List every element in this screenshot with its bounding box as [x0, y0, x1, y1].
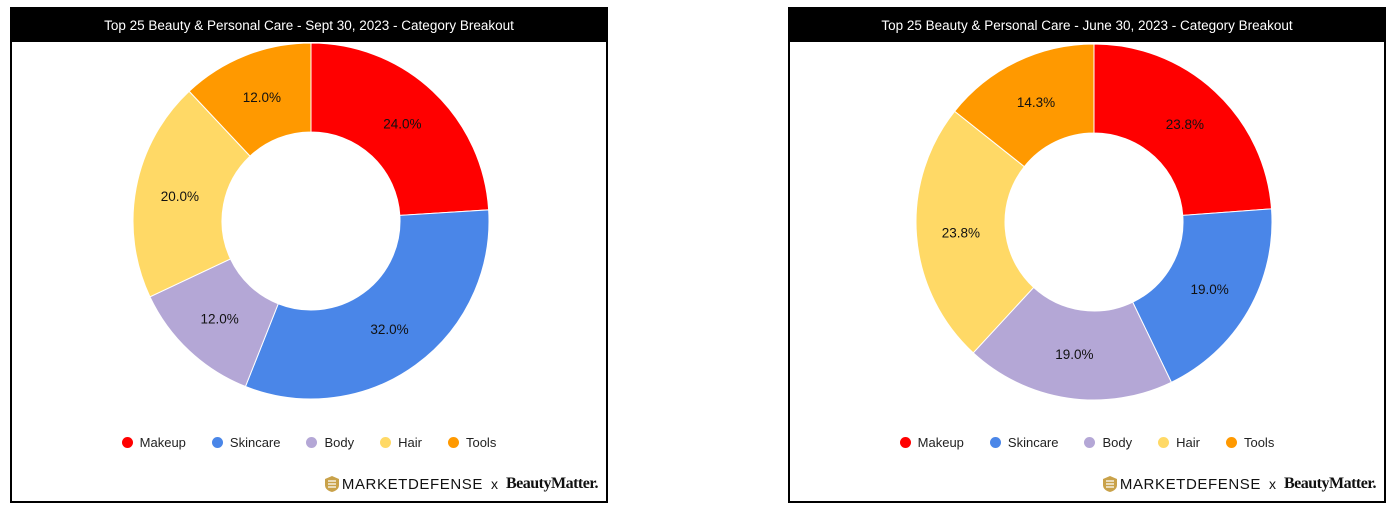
legend-swatch — [1084, 437, 1096, 448]
legend-label: Makeup — [139, 435, 186, 450]
legend-swatch — [989, 437, 1001, 448]
slice-label-makeup: 24.0% — [383, 117, 421, 132]
chart-legend: Makeup Skincare Body Hair Tools — [790, 435, 1384, 450]
legend-label: Hair — [1176, 435, 1200, 450]
legend-item-body: Body — [1084, 435, 1132, 450]
legend-swatch — [1225, 437, 1237, 448]
legend-item-tools: Tools — [447, 435, 497, 450]
beautymatter-wordmark: BeautyMatter. — [1284, 475, 1377, 492]
slice-label-skincare: 32.0% — [370, 322, 408, 337]
donut-chart-june: 23.8% 19.0% 19.0% 23.8% 14.3% — [915, 43, 1273, 401]
slice-skincare — [1132, 208, 1273, 383]
legend-item-makeup: Makeup — [121, 435, 186, 450]
marketdefense-logo-icon — [324, 476, 339, 492]
legend-item-hair: Hair — [1158, 435, 1200, 450]
legend-swatch — [447, 437, 459, 448]
legend-swatch — [211, 437, 223, 448]
slice-tools — [188, 42, 312, 157]
branding-footer: MARKETDEFENSE x BeautyMatter. — [1102, 475, 1377, 493]
legend-swatch — [1158, 437, 1170, 448]
marketdefense-wordmark: MARKETDEFENSE — [341, 475, 483, 493]
slice-label-tools: 12.0% — [243, 90, 281, 105]
legend-label: Body — [1102, 435, 1133, 450]
legend-item-hair: Hair — [380, 435, 422, 450]
legend-label: Body — [324, 435, 355, 450]
slice-label-skincare: 19.0% — [1190, 282, 1228, 297]
legend-item-skincare: Skincare — [989, 435, 1059, 450]
beautymatter-wordmark: BeautyMatter. — [506, 475, 599, 492]
legend-swatch — [380, 437, 392, 448]
legend-label: Skincare — [1007, 435, 1059, 450]
chart-title: Top 25 Beauty & Personal Care - June 30,… — [790, 9, 1384, 42]
legend-item-makeup: Makeup — [899, 435, 964, 450]
marketdefense-wordmark: MARKETDEFENSE — [1119, 475, 1261, 493]
slice-skincare — [244, 209, 490, 400]
slice-label-body: 12.0% — [200, 311, 238, 326]
slice-label-body: 19.0% — [1055, 347, 1093, 362]
slice-makeup — [310, 42, 490, 216]
legend-label: Makeup — [917, 435, 964, 450]
chart-legend: Makeup Skincare Body Hair Tools — [12, 435, 606, 450]
legend-item-body: Body — [306, 435, 354, 450]
slice-makeup — [1093, 43, 1273, 216]
legend-label: Hair — [398, 435, 422, 450]
legend-label: Tools — [1243, 435, 1275, 450]
slice-label-makeup: 23.8% — [1166, 117, 1204, 132]
slice-label-hair: 20.0% — [161, 189, 199, 204]
chart-title: Top 25 Beauty & Personal Care - Sept 30,… — [12, 9, 606, 42]
slice-label-tools: 14.3% — [1017, 95, 1055, 110]
legend-item-tools: Tools — [1225, 435, 1275, 450]
legend-swatch — [121, 437, 133, 448]
slice-hair — [915, 110, 1035, 354]
slice-hair — [132, 90, 251, 298]
legend-label: Tools — [465, 435, 497, 450]
brand-separator: x — [491, 476, 498, 492]
legend-label: Skincare — [229, 435, 281, 450]
brand-separator: x — [1269, 476, 1276, 492]
legend-swatch — [899, 437, 911, 448]
legend-item-skincare: Skincare — [211, 435, 281, 450]
chart-panel-june: Top 25 Beauty & Personal Care - June 30,… — [788, 7, 1386, 503]
marketdefense-logo-icon — [1102, 476, 1117, 492]
slice-body — [972, 286, 1173, 401]
legend-swatch — [306, 437, 318, 448]
chart-panel-sept: Top 25 Beauty & Personal Care - Sept 30,… — [10, 7, 608, 503]
branding-footer: MARKETDEFENSE x BeautyMatter. — [324, 475, 599, 493]
donut-chart-sept: 24.0% 32.0% 12.0% 20.0% 12.0% — [132, 42, 490, 400]
slice-tools — [953, 43, 1095, 168]
slice-label-hair: 23.8% — [942, 225, 980, 240]
